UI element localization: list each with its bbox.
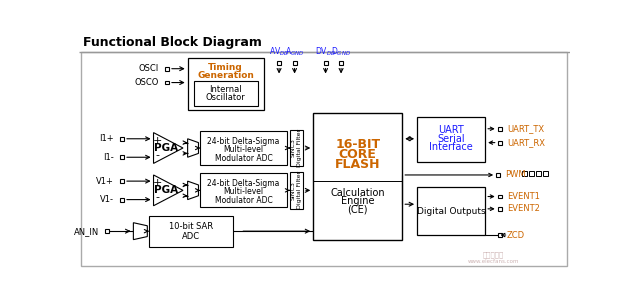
Text: Calculation: Calculation bbox=[330, 188, 385, 198]
Bar bbox=[323, 62, 327, 65]
Bar bbox=[120, 137, 123, 141]
Text: DV$_{DD}$: DV$_{DD}$ bbox=[315, 45, 336, 58]
Polygon shape bbox=[154, 175, 183, 206]
Bar bbox=[498, 127, 502, 131]
Text: UART_RX: UART_RX bbox=[507, 138, 545, 147]
Text: PGA: PGA bbox=[154, 143, 178, 153]
Text: Multi-level: Multi-level bbox=[223, 187, 263, 196]
Text: SINC3
Digital Filter: SINC3 Digital Filter bbox=[291, 171, 302, 209]
Bar bbox=[149, 216, 232, 247]
Text: 16-BIT: 16-BIT bbox=[335, 138, 380, 151]
Text: Oscillator: Oscillator bbox=[206, 93, 246, 102]
Text: ADC: ADC bbox=[182, 232, 200, 241]
Bar bbox=[498, 141, 502, 145]
Polygon shape bbox=[187, 139, 199, 157]
Bar bbox=[543, 171, 548, 176]
Text: FLASH: FLASH bbox=[335, 158, 380, 171]
Text: Modulator ADC: Modulator ADC bbox=[215, 154, 272, 162]
Text: EVENT1: EVENT1 bbox=[507, 192, 540, 201]
Bar bbox=[290, 172, 303, 209]
Text: (CE): (CE) bbox=[348, 205, 368, 215]
Text: AV$_{DD}$: AV$_{DD}$ bbox=[269, 45, 289, 58]
Text: A$_{GND}$: A$_{GND}$ bbox=[285, 45, 304, 58]
Bar bbox=[313, 113, 403, 240]
Text: Modulator ADC: Modulator ADC bbox=[215, 196, 272, 205]
Bar bbox=[498, 195, 502, 198]
Text: EVENT2: EVENT2 bbox=[507, 204, 540, 213]
Text: Generation: Generation bbox=[197, 71, 254, 80]
Bar bbox=[417, 117, 486, 162]
Bar bbox=[120, 198, 123, 201]
Bar bbox=[417, 187, 486, 235]
Text: SINC3
Digital Filter: SINC3 Digital Filter bbox=[291, 129, 302, 167]
Polygon shape bbox=[187, 181, 199, 200]
Bar bbox=[529, 171, 534, 176]
Text: I1-: I1- bbox=[103, 153, 114, 162]
Text: CORE: CORE bbox=[339, 148, 377, 161]
Text: Digital Outputs: Digital Outputs bbox=[417, 207, 486, 216]
Bar bbox=[105, 229, 109, 233]
Text: 电子发烧友: 电子发烧友 bbox=[483, 251, 505, 258]
Bar bbox=[498, 207, 502, 211]
Text: UART_TX: UART_TX bbox=[507, 124, 544, 133]
Polygon shape bbox=[154, 133, 183, 163]
Text: Functional Block Diagram: Functional Block Diagram bbox=[83, 36, 262, 49]
Text: 10-bit SAR: 10-bit SAR bbox=[168, 222, 213, 231]
Text: D$_{GND}$: D$_{GND}$ bbox=[331, 45, 351, 58]
Text: Internal: Internal bbox=[210, 85, 242, 94]
Text: +: + bbox=[153, 178, 162, 188]
Text: -: - bbox=[155, 192, 160, 202]
Text: Engine: Engine bbox=[341, 196, 375, 206]
Text: V1+: V1+ bbox=[96, 177, 114, 186]
Bar bbox=[165, 67, 168, 71]
Text: 24-bit Delta-Sigma: 24-bit Delta-Sigma bbox=[207, 137, 280, 145]
Text: Serial: Serial bbox=[437, 134, 465, 144]
Text: www.elecfans.com: www.elecfans.com bbox=[468, 258, 520, 264]
Text: ZCD: ZCD bbox=[507, 231, 525, 239]
Text: Multi-level: Multi-level bbox=[223, 145, 263, 154]
Bar bbox=[536, 171, 541, 176]
Text: UART: UART bbox=[438, 125, 464, 135]
Bar bbox=[194, 81, 258, 106]
Text: -: - bbox=[155, 150, 160, 160]
Bar bbox=[290, 129, 303, 166]
Text: AN_IN: AN_IN bbox=[74, 227, 99, 236]
Text: Timing: Timing bbox=[208, 63, 243, 72]
Text: I1+: I1+ bbox=[99, 134, 114, 143]
Polygon shape bbox=[134, 223, 147, 240]
Text: +: + bbox=[153, 136, 162, 146]
Bar bbox=[200, 173, 287, 207]
Bar bbox=[292, 62, 296, 65]
Bar bbox=[522, 171, 527, 176]
Bar bbox=[187, 58, 263, 110]
Bar bbox=[339, 62, 343, 65]
Text: Interface: Interface bbox=[429, 142, 473, 152]
Bar bbox=[165, 81, 168, 85]
Bar bbox=[120, 179, 123, 183]
Text: PWM: PWM bbox=[505, 171, 526, 179]
Text: OSCO: OSCO bbox=[135, 78, 159, 87]
Text: OSCI: OSCI bbox=[139, 64, 159, 73]
Bar bbox=[200, 131, 287, 165]
Text: V1-: V1- bbox=[100, 195, 114, 204]
Bar bbox=[496, 173, 500, 177]
Text: 24-bit Delta-Sigma: 24-bit Delta-Sigma bbox=[207, 179, 280, 188]
Text: PGA: PGA bbox=[154, 185, 178, 195]
Bar bbox=[498, 233, 502, 237]
Bar bbox=[277, 62, 281, 65]
Bar bbox=[120, 155, 123, 159]
